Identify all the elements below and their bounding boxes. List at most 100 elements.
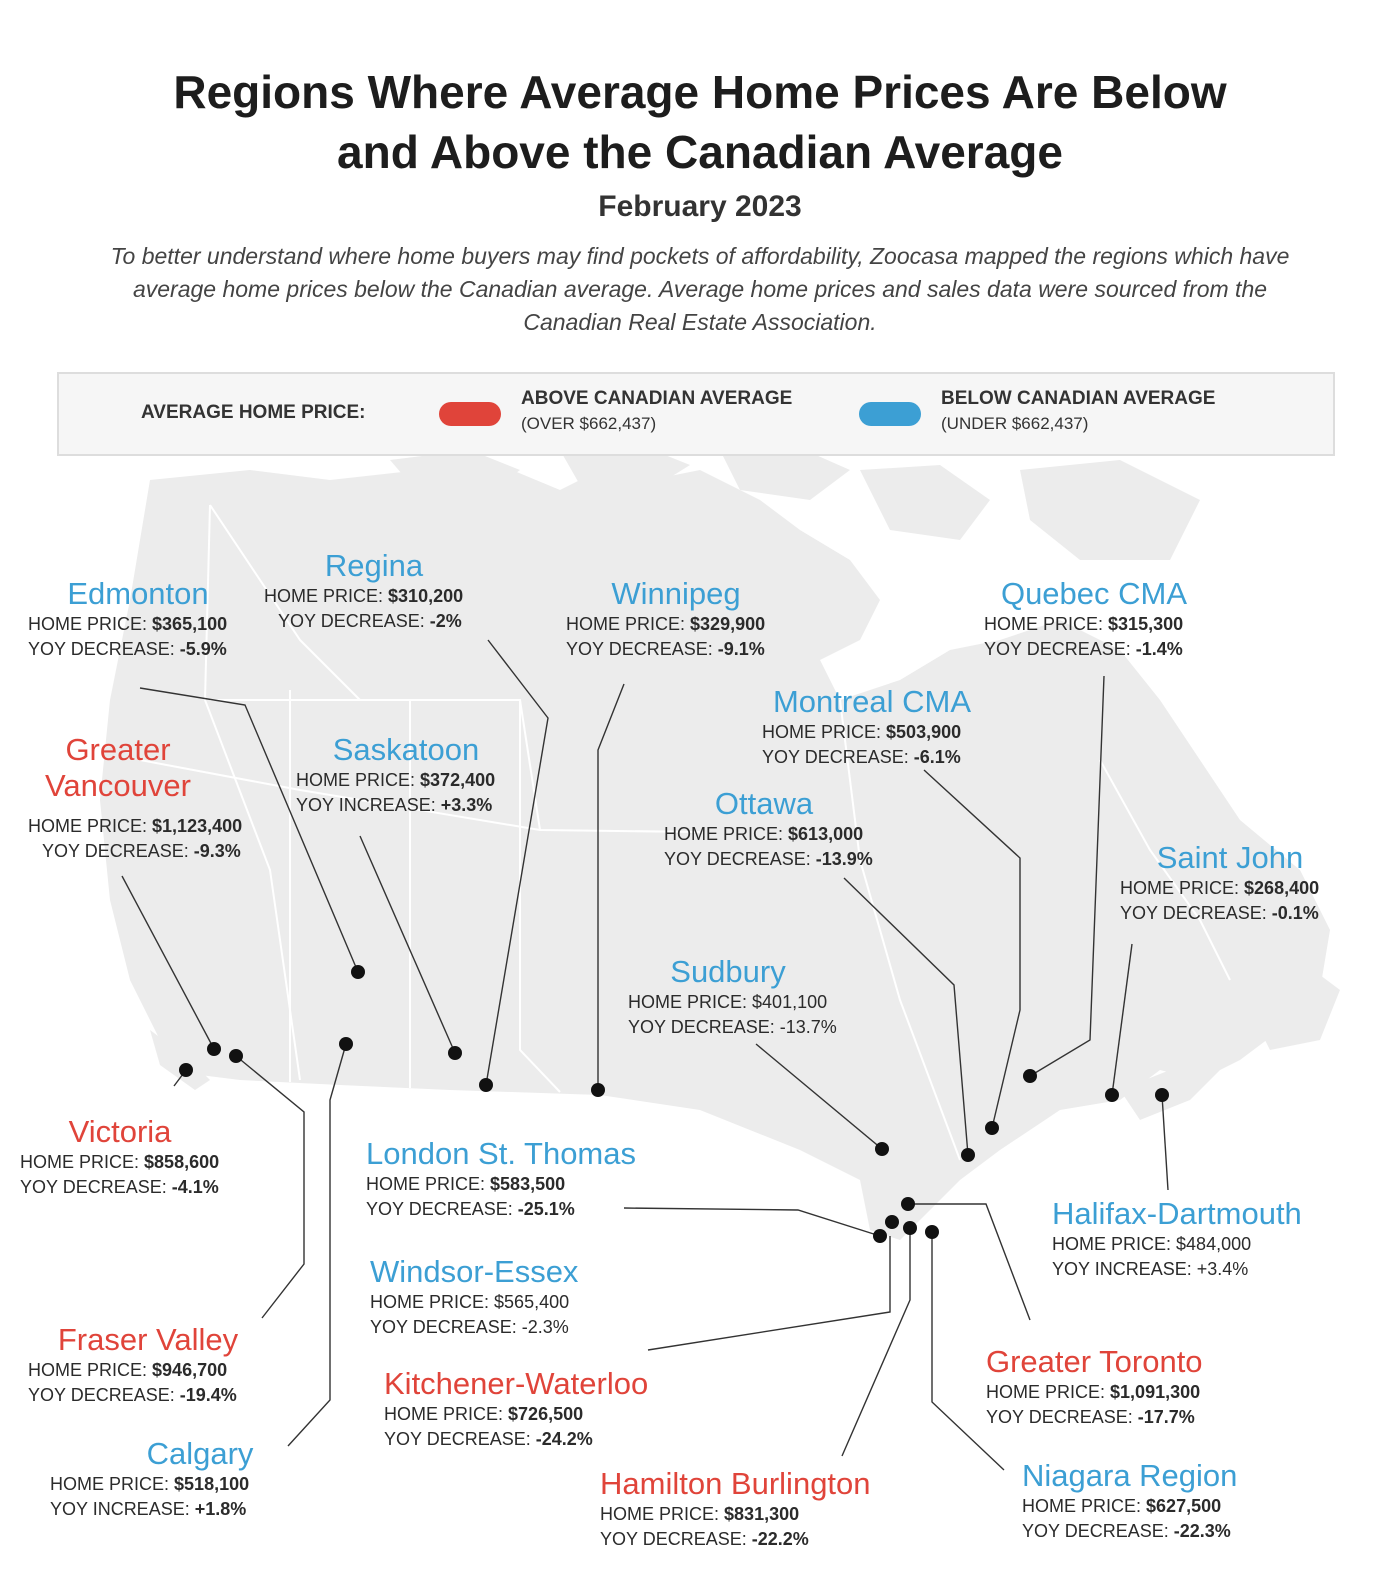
change-label: YOY INCREASE: [50,1499,190,1519]
change-value: -19.4% [179,1385,237,1405]
change-value: -1.4% [1135,639,1183,659]
region-sudbury: Sudbury HOME PRICE: $401,100 YOY DECREAS… [628,954,837,1040]
arctic-island-5 [1020,460,1200,560]
change-label: YOY DECREASE: [628,1017,775,1037]
change-value: -13.9% [815,849,873,869]
region-name: Victoria [68,1114,172,1149]
manitoba-ontario-border [519,700,561,1093]
region-change: YOY DECREASE: -13.7% [628,1015,837,1040]
price-label: HOME PRICE: [50,1474,170,1494]
region-change: YOY INCREASE: +3.4% [1052,1257,1302,1282]
price-label: HOME PRICE: [1120,878,1240,898]
city-dot-greater-toronto [901,1197,915,1211]
mainland-shape [100,465,1330,1240]
change-label: YOY DECREASE: [28,639,175,659]
region-price: HOME PRICE: $401,100 [628,990,837,1015]
price-value: $518,100 [174,1474,250,1494]
region-halifax-dartmouth: Halifax-Dartmouth HOME PRICE: $484,000 Y… [1052,1196,1302,1282]
leader-line-sudbury [755,1043,883,1150]
region-price: HOME PRICE: $518,100 [50,1472,350,1497]
page-title: Regions Where Average Home Prices Are Be… [0,62,1400,182]
region-price: HOME PRICE: $268,400 [1120,876,1340,901]
region-windsor-essex: Windsor-Essex HOME PRICE: $565,400 YOY D… [370,1254,578,1340]
legend: AVERAGE HOME PRICE: ABOVE CANADIAN AVERA… [57,372,1335,456]
price-value: $726,500 [508,1404,584,1424]
price-value: $315,300 [1108,614,1184,634]
page-subtitle: February 2023 [598,190,802,223]
region-fraser-valley: Fraser Valley HOME PRICE: $946,700 YOY D… [28,1322,268,1408]
arctic-island-2 [560,445,690,490]
leader-line-quebec-cma [1029,675,1105,1077]
price-value: $484,000 [1176,1234,1252,1254]
region-name: Kitchener-Waterloo [384,1366,649,1401]
change-value: -2% [429,611,462,631]
region-name: Regina [324,548,424,583]
region-price: HOME PRICE: $310,200 [264,584,484,609]
city-dot-calgary [339,1037,353,1051]
price-label: HOME PRICE: [384,1404,504,1424]
region-price: HOME PRICE: $484,000 [1052,1232,1302,1257]
city-dot-ottawa [961,1148,975,1162]
leader-line-halifax-dartmouth [1161,1094,1169,1191]
region-change: YOY DECREASE: -22.2% [600,1527,871,1552]
above-average-swatch [439,402,501,426]
region-name: Fraser Valley [57,1322,239,1357]
region-change: YOY DECREASE: -1.4% [984,637,1204,662]
city-dots [179,965,1169,1243]
price-value: $946,700 [152,1360,228,1380]
change-value: -25.1% [517,1199,575,1219]
price-value: $310,200 [388,586,464,606]
leader-line-greater-vancouver [121,875,215,1050]
legend-above: ABOVE CANADIAN AVERAGE (OVER $662,437) [521,386,792,436]
region-name-line-1: Greater [65,732,171,767]
region-price: HOME PRICE: $503,900 [762,720,982,745]
region-montreal-cma: Montreal CMA HOME PRICE: $503,900 YOY DE… [762,684,982,770]
region-victoria: Victoria HOME PRICE: $858,600 YOY DECREA… [20,1114,220,1200]
arctic-island-3 [720,448,850,500]
price-value: $365,100 [152,614,228,634]
change-value: -17.7% [1137,1407,1195,1427]
region-name: Edmonton [67,576,209,611]
landmass [100,445,1340,1240]
legend-below-title: BELOW CANADIAN AVERAGE [941,388,1216,409]
region-niagara-region: Niagara Region HOME PRICE: $627,500 YOY … [1022,1458,1237,1544]
region-change: YOY DECREASE: -24.2% [384,1427,648,1452]
province-borders [139,504,1231,1161]
region-regina: Regina HOME PRICE: $310,200 YOY DECREASE… [264,548,484,634]
price-label: HOME PRICE: [628,992,748,1012]
city-dot-montreal-cma [985,1121,999,1135]
region-price: HOME PRICE: $583,500 [366,1172,636,1197]
region-price: HOME PRICE: $726,500 [384,1402,648,1427]
region-name: Quebec CMA [1000,576,1188,611]
region-change: YOY DECREASE: -4.1% [20,1175,220,1200]
region-name: London St. Thomas [366,1136,636,1171]
region-kitchener-waterloo: Kitchener-Waterloo HOME PRICE: $726,500 … [384,1366,648,1452]
region-change: YOY DECREASE: -22.3% [1022,1519,1237,1544]
price-label: HOME PRICE: [28,816,148,836]
price-value: $627,500 [1146,1496,1222,1516]
region-name: Saskatoon [332,732,480,767]
city-dot-regina [479,1078,493,1092]
region-change: YOY DECREASE: -6.1% [762,745,982,770]
region-price: HOME PRICE: $1,091,300 [986,1380,1203,1405]
vancouver-island-shape [150,1030,210,1090]
below-average-swatch [859,402,921,426]
change-value: -9.1% [717,639,765,659]
leader-line-regina [485,639,549,1086]
region-price: HOME PRICE: $329,900 [566,612,786,637]
leader-line-fraser-valley [235,1055,305,1319]
city-dot-quebec-cma [1023,1069,1037,1083]
price-value: $1,091,300 [1110,1382,1201,1402]
price-value: $858,600 [144,1152,220,1172]
territories-line [210,699,541,831]
change-label: YOY DECREASE: [986,1407,1133,1427]
change-label: YOY DECREASE: [384,1429,531,1449]
price-value: $583,500 [490,1174,566,1194]
city-dot-niagara-region [925,1225,939,1239]
region-change: YOY DECREASE: -13.9% [664,847,873,872]
leader-line-niagara-region [931,1232,1005,1471]
arctic-island-4 [860,465,990,540]
region-name: Calgary [146,1436,254,1471]
legend-below-sub: (UNDER $662,437) [941,414,1089,433]
